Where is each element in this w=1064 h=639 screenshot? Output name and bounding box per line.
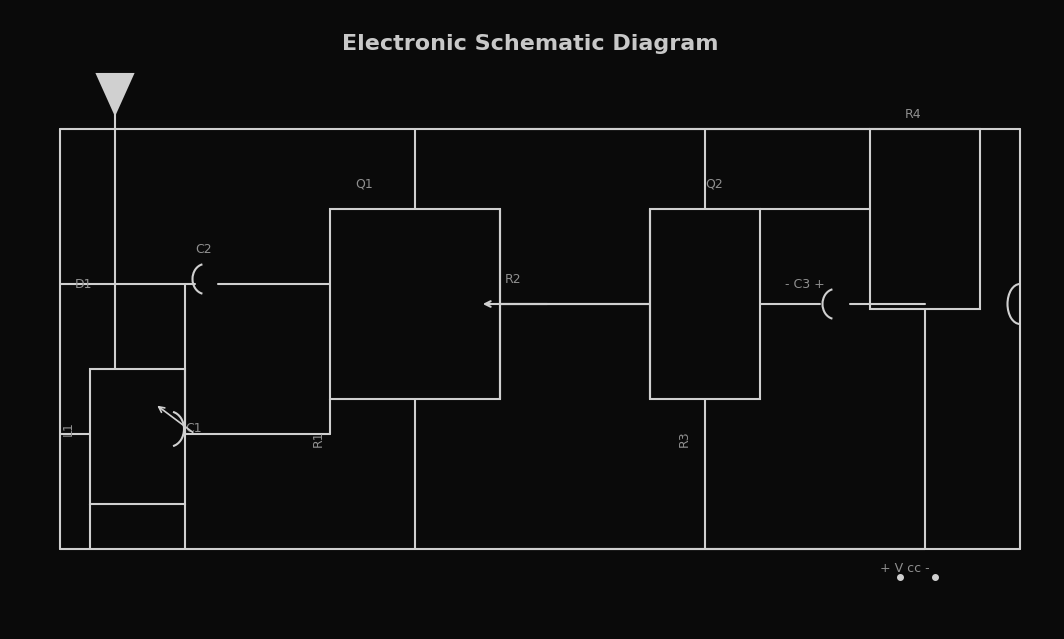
Polygon shape: [97, 74, 133, 114]
Text: L1: L1: [62, 422, 74, 436]
Text: D1: D1: [74, 277, 93, 291]
Text: R2: R2: [505, 272, 521, 286]
Text: Electronic Schematic Diagram: Electronic Schematic Diagram: [342, 34, 718, 54]
Bar: [870, 129, 980, 309]
Bar: [90, 369, 185, 504]
Text: C1: C1: [185, 422, 201, 436]
Text: + V cc -: + V cc -: [880, 562, 930, 576]
Text: Q1: Q1: [355, 178, 372, 190]
Text: C2: C2: [195, 242, 212, 256]
Text: R1: R1: [312, 431, 325, 447]
Text: - C3 +: - C3 +: [785, 277, 825, 291]
Bar: [330, 209, 500, 399]
Text: R4: R4: [905, 107, 921, 121]
Text: R3: R3: [678, 431, 691, 447]
Bar: [650, 209, 760, 399]
Text: Q2: Q2: [705, 178, 722, 190]
